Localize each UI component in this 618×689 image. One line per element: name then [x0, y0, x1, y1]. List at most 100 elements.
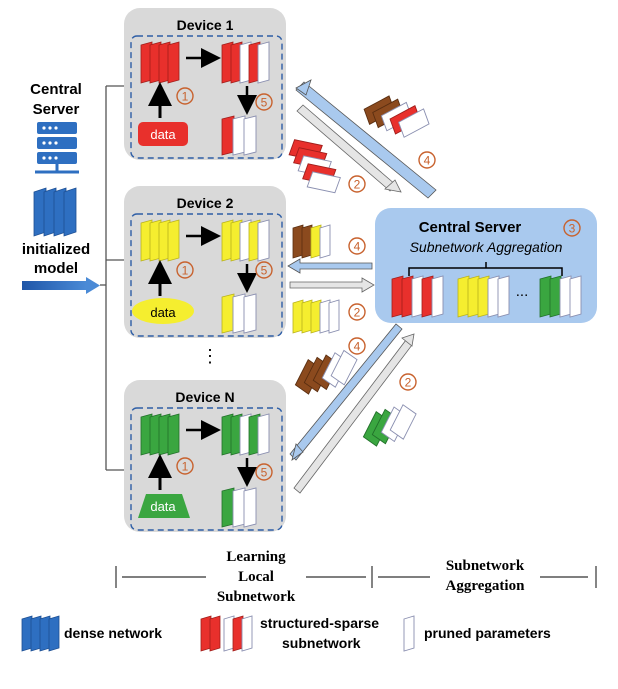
device-internals: data [138, 413, 270, 528]
bottom-section: Learning Local Subnetwork Subnetwork Agg… [115, 549, 597, 605]
legend-sparse-icon [200, 615, 253, 652]
svg-text:2: 2 [354, 178, 361, 192]
local-dense-model-layer [167, 219, 180, 262]
device-bracket [100, 85, 124, 471]
svg-text:5: 5 [261, 466, 268, 480]
local-data: data [138, 122, 188, 146]
device-n-title: Device N [175, 389, 234, 405]
legend-pruned-icon [403, 615, 415, 652]
server-title: Central Server [419, 219, 522, 236]
legend-dense-icon [21, 615, 60, 652]
device-1-title: Device 1 [177, 17, 234, 33]
aggregated-green-subnetwork-layer [549, 275, 562, 318]
sent-subnetwork-2-layer [292, 224, 304, 259]
data-label: data [150, 305, 176, 320]
sent-brown-subnetwork-1 [363, 95, 430, 138]
local-dense-model [140, 219, 180, 262]
trained-sparse-subnetwork-layer [232, 115, 246, 156]
step-2-marker: 2 [348, 303, 366, 321]
svg-text:5: 5 [261, 96, 268, 110]
aggregated-green-subnetwork-layer [539, 275, 552, 318]
step-5-marker: 5 [255, 261, 273, 279]
device-2-title: Device 2 [177, 195, 234, 211]
trained-sparse-subnetwork-layer [243, 487, 257, 528]
aggregated-green-subnetwork-layer [559, 275, 572, 318]
svg-text:3: 3 [569, 222, 576, 236]
aggregated-green-subnetwork [539, 275, 582, 318]
step-1-marker: 1 [176, 87, 194, 105]
received-subnetwork-2-layer [310, 299, 322, 334]
local-sparse-subnetwork-layer [257, 413, 270, 456]
left-title-line1: Central [30, 81, 82, 98]
communication-arrows [287, 79, 437, 494]
step-2-marker: 2 [399, 373, 417, 391]
svg-text:4: 4 [354, 340, 361, 354]
svg-text:1: 1 [182, 90, 189, 104]
trained-sparse-subnetwork-layer [221, 293, 235, 334]
aggregated-yellow-subnetwork-layer [487, 275, 500, 318]
arrow-upload-1 [295, 81, 437, 199]
step-4-marker: 4 [418, 151, 436, 169]
local-sparse-subnetwork-layer [257, 41, 270, 84]
left-model-line2: model [34, 260, 78, 277]
trained-sparse-subnetwork-layer [232, 293, 246, 334]
server-subtitle: Subnetwork Aggregation [410, 239, 563, 255]
step-2-marker: 2 [348, 175, 366, 193]
learn-line3: Subnetwork [217, 589, 296, 605]
aggregated-yellow-subnetwork-layer [457, 275, 470, 318]
arrow-server-to-device-2 [287, 258, 373, 274]
legend-dense-label: dense network [64, 625, 162, 641]
legend-sparse-line2: subnetwork [282, 635, 361, 651]
local-data: data [132, 298, 194, 324]
received-subnetwork-2 [292, 299, 340, 334]
trained-sparse-subnetwork-layer [232, 487, 246, 528]
received-subnetwork-2-layer [292, 299, 304, 334]
sent-subnetwork-2 [292, 224, 331, 259]
arrow-device-2-to-server [289, 277, 375, 293]
left-central-server: Central Server initialized model [22, 81, 100, 294]
local-dense-model-layer [167, 413, 180, 456]
aggregated-red-subnetwork-layer [411, 275, 424, 318]
sent-subnetwork-2-layer [319, 224, 331, 259]
trained-sparse-subnetwork [221, 293, 257, 334]
svg-text:4: 4 [354, 240, 361, 254]
trained-sparse-subnetwork-layer [243, 293, 257, 334]
svg-text:2: 2 [405, 376, 412, 390]
trained-sparse-subnetwork [221, 487, 257, 528]
step-1-marker: 1 [176, 261, 194, 279]
received-subnetwork-2-layer [301, 299, 313, 334]
aggregated-green-subnetwork-layer [569, 275, 582, 318]
initialized-model-icon [33, 187, 77, 237]
step-4-marker: 4 [348, 237, 366, 255]
aggregated-red-subnetwork [391, 275, 444, 318]
received-subnetwork-2-layer [319, 299, 331, 334]
local-sparse-subnetwork [221, 41, 270, 84]
step-3-marker: 3 [563, 219, 581, 237]
aggregated-yellow-subnetwork [457, 275, 510, 318]
agg-line2: Aggregation [446, 578, 526, 594]
aggregated-red-subnetwork-layer [391, 275, 404, 318]
received-subnetwork-2-layer [328, 299, 340, 334]
ellipsis-devices: ⋮ [201, 346, 219, 366]
svg-text:1: 1 [182, 460, 189, 474]
step-1-marker: 1 [176, 457, 194, 475]
aggregated-red-subnetwork-layer [421, 275, 434, 318]
device-internals: data [132, 219, 270, 334]
distribute-arrow [22, 277, 100, 294]
received-subnetwork-n [362, 404, 417, 447]
step-4-marker: 4 [348, 337, 366, 355]
sent-subnetwork-2-layer [301, 224, 313, 259]
trained-sparse-subnetwork-layer [221, 115, 235, 156]
left-title-line2: Server [33, 101, 80, 118]
data-label: data [150, 499, 176, 514]
data-label: data [150, 127, 176, 142]
local-dense-model [140, 413, 180, 456]
svg-text:1: 1 [182, 264, 189, 278]
local-sparse-subnetwork [221, 219, 270, 262]
local-data: data [138, 494, 190, 518]
learn-line2: Local [238, 569, 274, 585]
legend-pruned-label: pruned parameters [424, 625, 551, 641]
svg-text:2: 2 [354, 306, 361, 320]
legend-sparse-line1: structured-sparse [260, 615, 379, 631]
